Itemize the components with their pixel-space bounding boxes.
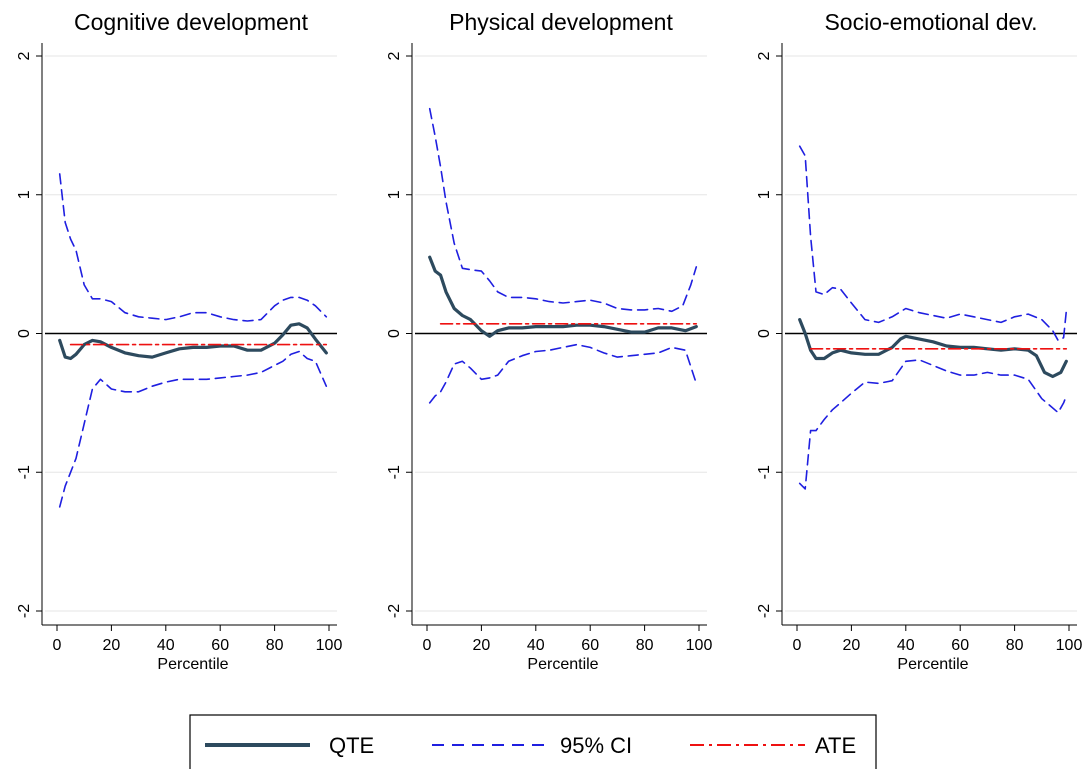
y-tick-label: -1 [16, 465, 33, 479]
x-tick-label: 80 [1006, 637, 1024, 654]
ci-lower-line [428, 343, 698, 404]
x-tick-label: 60 [951, 637, 969, 654]
x-axis-label: Percentile [897, 656, 968, 673]
x-tick-label: 100 [316, 637, 343, 654]
ci-upper-line [428, 107, 698, 313]
ci-lower-line [58, 350, 328, 508]
x-tick-label: 40 [527, 637, 545, 654]
y-tick-label: 1 [756, 190, 773, 199]
y-tick-label: -1 [386, 465, 403, 479]
y-tick-label: 1 [386, 190, 403, 199]
x-tick-label: 60 [211, 637, 229, 654]
panel-title: Socio-emotional dev. [824, 9, 1037, 35]
x-tick-label: 40 [897, 637, 915, 654]
x-tick-label: 40 [157, 637, 175, 654]
x-tick-label: 0 [53, 637, 62, 654]
x-tick-label: 60 [581, 637, 599, 654]
y-tick-label: -2 [756, 604, 773, 618]
y-tick-label: 2 [16, 51, 33, 60]
x-tick-label: 20 [103, 637, 121, 654]
y-tick-label: 0 [386, 329, 403, 338]
x-tick-label: 80 [636, 637, 654, 654]
y-tick-label: 0 [16, 329, 33, 338]
y-tick-label: 0 [756, 329, 773, 338]
x-tick-label: 100 [686, 637, 713, 654]
y-tick-label: 2 [386, 51, 403, 60]
x-axis-label: Percentile [157, 656, 228, 673]
legend-box [189, 714, 877, 774]
y-tick-label: -1 [756, 465, 773, 479]
y-tick-label: 2 [756, 51, 773, 60]
x-axis-label: Percentile [527, 656, 598, 673]
y-tick-label: 1 [16, 190, 33, 199]
panel-title: Cognitive development [74, 9, 309, 35]
y-tick-label: -2 [386, 604, 403, 618]
ci-upper-line [58, 173, 328, 322]
x-tick-label: 100 [1056, 637, 1083, 654]
panel-title: Physical development [449, 9, 673, 35]
x-tick-label: 80 [266, 637, 284, 654]
qte-line [428, 255, 698, 338]
x-tick-label: 0 [423, 637, 432, 654]
x-tick-label: 0 [793, 637, 802, 654]
qte-line [798, 318, 1068, 379]
ci-lower-line [798, 359, 1068, 490]
legend-qte-label: QTE [329, 733, 374, 758]
ci-upper-line [798, 145, 1068, 342]
x-tick-label: 20 [843, 637, 861, 654]
legend-ate-label: ATE [815, 733, 856, 758]
legend-ci-label: 95% CI [560, 733, 632, 758]
x-tick-label: 20 [473, 637, 491, 654]
y-tick-label: -2 [16, 604, 33, 618]
qte-line [58, 322, 328, 361]
legend: QTE 95% CI ATE [189, 714, 877, 774]
